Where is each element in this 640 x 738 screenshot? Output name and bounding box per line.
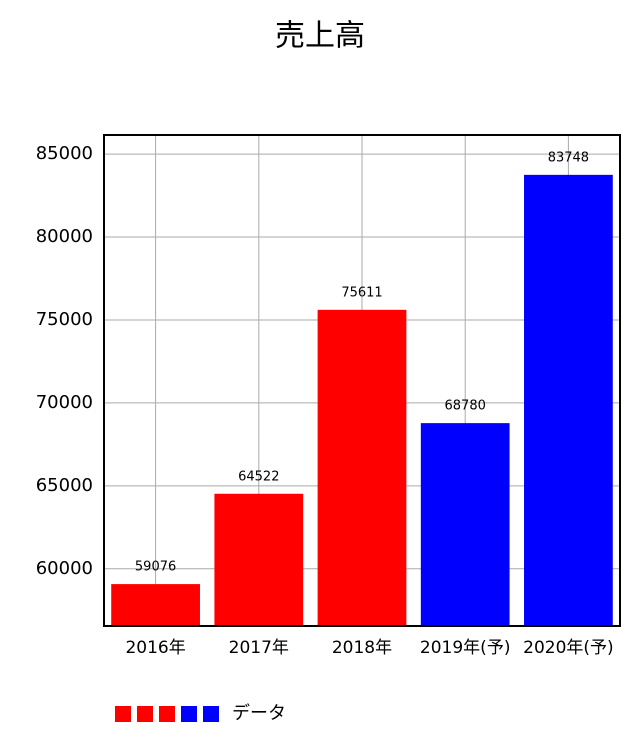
value-label: 75611: [341, 285, 382, 300]
bar: [317, 309, 407, 626]
x-tick-label: 2016年: [125, 638, 185, 658]
bar: [214, 493, 304, 626]
y-tick-label: 75000: [36, 309, 93, 330]
legend-swatch: [115, 706, 131, 722]
bar: [111, 584, 200, 626]
y-tick-label: 80000: [36, 226, 93, 247]
plot-border: [103, 134, 621, 627]
legend-swatch: [159, 706, 175, 722]
bar: [420, 423, 510, 626]
value-label: 64522: [238, 469, 279, 484]
bar: [524, 174, 613, 626]
y-tick-label: 65000: [36, 475, 93, 496]
legend-label: データ: [232, 703, 286, 724]
y-tick-label: 60000: [36, 558, 93, 579]
x-tick-label: 2019年(予): [420, 638, 511, 658]
x-tick-label: 2020年(予): [523, 638, 614, 658]
y-tick-label: 85000: [36, 143, 93, 164]
value-label: 59076: [135, 560, 176, 575]
legend-swatch: [137, 706, 153, 722]
legend-swatch: [181, 706, 197, 722]
legend-swatch: [203, 706, 219, 722]
x-tick-label: 2018年: [332, 638, 392, 658]
value-label: 68780: [445, 399, 486, 414]
chart-title: 売上高: [275, 19, 365, 54]
value-label: 83748: [548, 150, 589, 165]
x-tick-label: 2017年: [229, 638, 289, 658]
y-tick-label: 70000: [36, 392, 93, 413]
